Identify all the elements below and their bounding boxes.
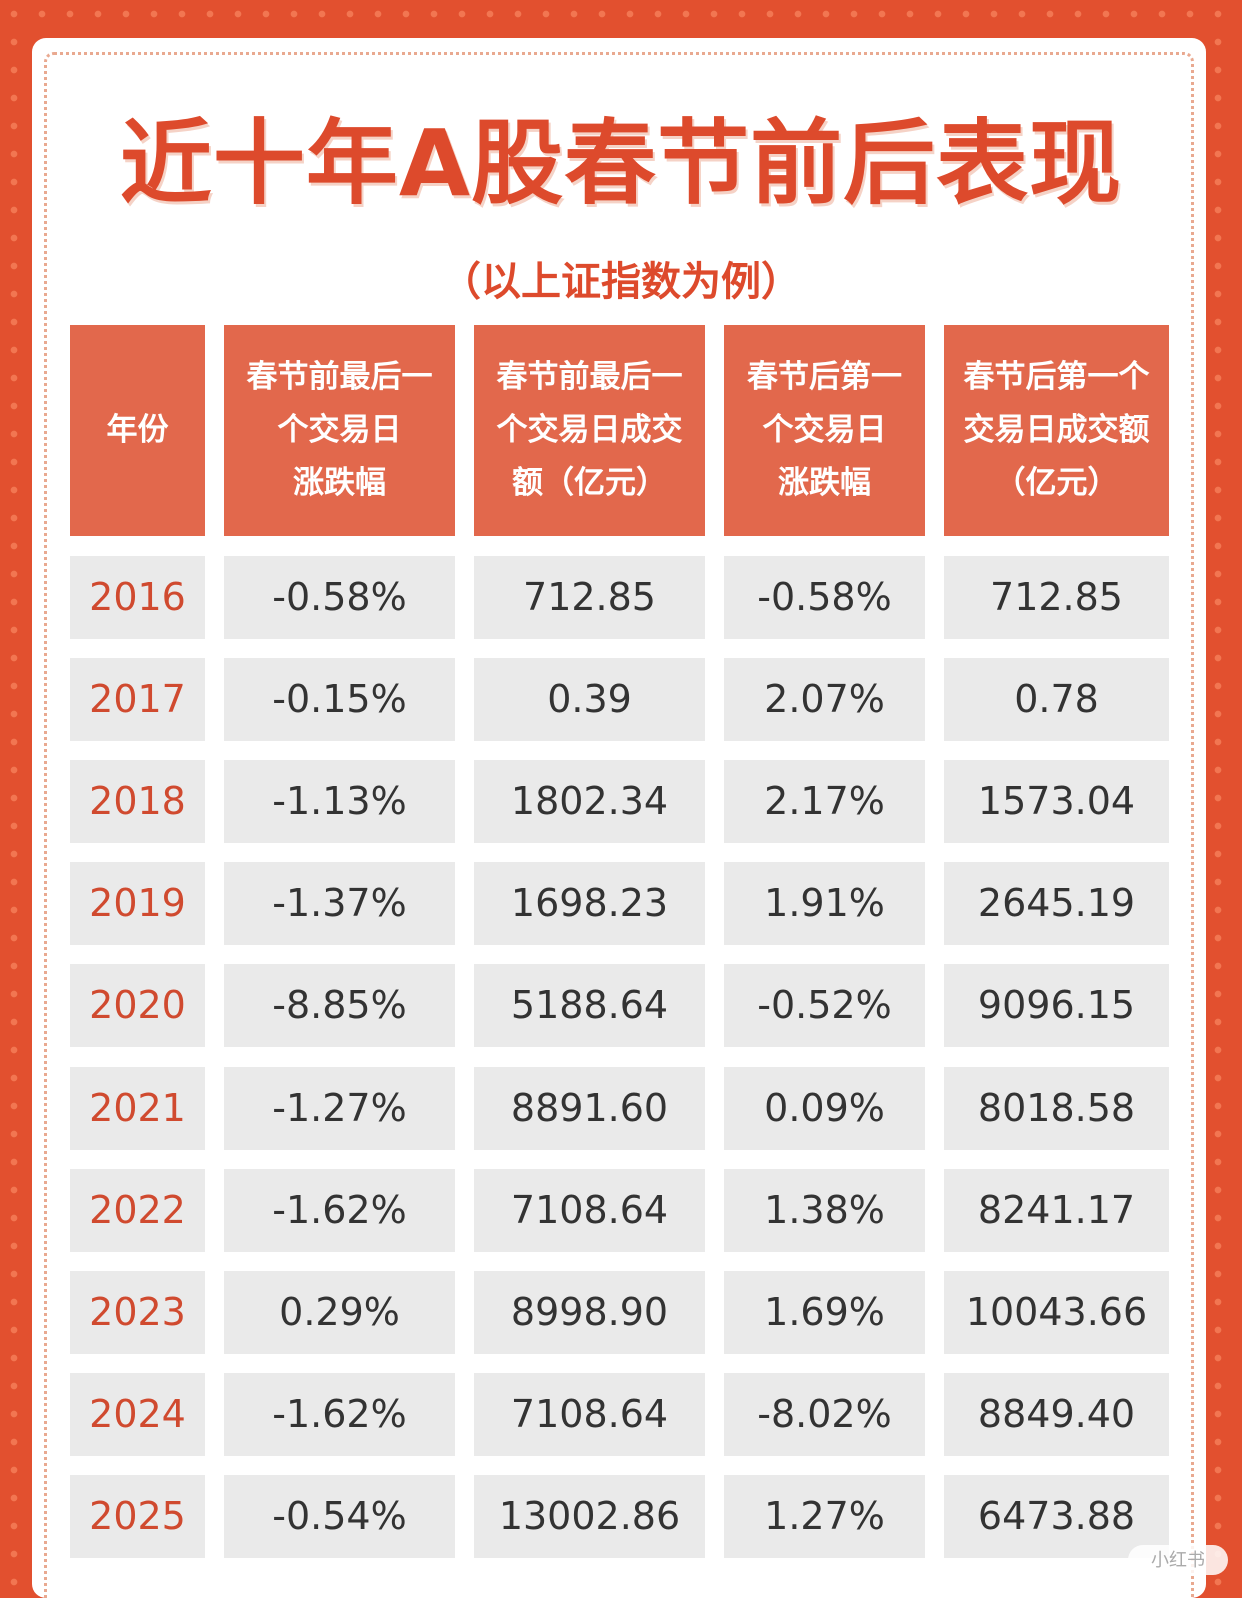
cell-year: 2017 xyxy=(70,658,205,741)
cell-pre-change: -1.27% xyxy=(224,1067,455,1150)
table-row: 2022 -1.62% 7108.64 1.38% 8241.17 xyxy=(0,1169,1242,1252)
cell-pre-change: -1.62% xyxy=(224,1169,455,1252)
cell-post-volume: 2645.19 xyxy=(944,862,1169,945)
cell-pre-volume: 7108.64 xyxy=(474,1373,705,1456)
watermark-logo: 小红书 xyxy=(1128,1545,1228,1575)
table-row: 2020 -8.85% 5188.64 -0.52% 9096.15 xyxy=(0,964,1242,1047)
cell-pre-change: -0.58% xyxy=(224,556,455,639)
table-row: 2024 -1.62% 7108.64 -8.02% 8849.40 xyxy=(0,1373,1242,1456)
header-post-change: 春节后第一 个交易日 涨跌幅 xyxy=(724,325,925,536)
cell-year: 2016 xyxy=(70,556,205,639)
cell-pre-volume: 8891.60 xyxy=(474,1067,705,1150)
cell-post-change: -0.52% xyxy=(724,964,925,1047)
cell-post-volume: 712.85 xyxy=(944,556,1169,639)
header-pre-change: 春节前最后一 个交易日 涨跌幅 xyxy=(224,325,455,536)
cell-pre-volume: 13002.86 xyxy=(474,1475,705,1558)
cell-post-volume: 9096.15 xyxy=(944,964,1169,1047)
table-row: 2019 -1.37% 1698.23 1.91% 2645.19 xyxy=(0,862,1242,945)
header-pre-volume: 春节前最后一 个交易日成交 额（亿元） xyxy=(474,325,705,536)
cell-year: 2024 xyxy=(70,1373,205,1456)
cell-post-change: 1.38% xyxy=(724,1169,925,1252)
cell-year: 2023 xyxy=(70,1271,205,1354)
cell-post-change: 1.69% xyxy=(724,1271,925,1354)
cell-pre-change: -1.62% xyxy=(224,1373,455,1456)
cell-year: 2022 xyxy=(70,1169,205,1252)
table-row: 2021 -1.27% 8891.60 0.09% 8018.58 xyxy=(0,1067,1242,1150)
cell-post-volume: 8018.58 xyxy=(944,1067,1169,1150)
cell-year: 2021 xyxy=(70,1067,205,1150)
cell-post-change: 1.27% xyxy=(724,1475,925,1558)
cell-pre-volume: 0.39 xyxy=(474,658,705,741)
cell-pre-change: -0.15% xyxy=(224,658,455,741)
cell-pre-volume: 1698.23 xyxy=(474,862,705,945)
cell-pre-volume: 1802.34 xyxy=(474,760,705,843)
table-row: 2023 0.29% 8998.90 1.69% 10043.66 xyxy=(0,1271,1242,1354)
cell-post-change: 1.91% xyxy=(724,862,925,945)
table-row: 2025 -0.54% 13002.86 1.27% 6473.88 xyxy=(0,1475,1242,1558)
page-title: 近十年A股春节前后表现 xyxy=(119,110,1123,217)
table-row: 2016 -0.58% 712.85 -0.58% 712.85 xyxy=(0,556,1242,639)
cell-post-volume: 8849.40 xyxy=(944,1373,1169,1456)
table-row: 2017 -0.15% 0.39 2.07% 0.78 xyxy=(0,658,1242,741)
cell-post-change: 2.17% xyxy=(724,760,925,843)
cell-pre-volume: 712.85 xyxy=(474,556,705,639)
cell-post-change: 2.07% xyxy=(724,658,925,741)
cell-year: 2025 xyxy=(70,1475,205,1558)
cell-pre-change: -1.13% xyxy=(224,760,455,843)
cell-post-change: -0.58% xyxy=(724,556,925,639)
cell-post-volume: 6473.88 xyxy=(944,1475,1169,1558)
header-year: 年份 xyxy=(70,325,205,536)
cell-pre-volume: 8998.90 xyxy=(474,1271,705,1354)
cell-post-volume: 8241.17 xyxy=(944,1169,1169,1252)
cell-pre-change: -8.85% xyxy=(224,964,455,1047)
cell-pre-change: 0.29% xyxy=(224,1271,455,1354)
cell-post-volume: 1573.04 xyxy=(944,760,1169,843)
cell-post-volume: 0.78 xyxy=(944,658,1169,741)
cell-year: 2020 xyxy=(70,964,205,1047)
cell-pre-volume: 7108.64 xyxy=(474,1169,705,1252)
cell-pre-volume: 5188.64 xyxy=(474,964,705,1047)
cell-year: 2018 xyxy=(70,760,205,843)
cell-pre-change: -1.37% xyxy=(224,862,455,945)
cell-post-change: 0.09% xyxy=(724,1067,925,1150)
table-row: 2018 -1.13% 1802.34 2.17% 1573.04 xyxy=(0,760,1242,843)
cell-year: 2019 xyxy=(70,862,205,945)
table-body: 2016 -0.58% 712.85 -0.58% 712.85 2017 -0.15% 0.… xyxy=(0,556,1242,1572)
cell-post-volume: 10043.66 xyxy=(944,1271,1169,1354)
header-post-volume: 春节后第一个 交易日成交额 （亿元） xyxy=(944,325,1169,536)
cell-post-change: -8.02% xyxy=(724,1373,925,1456)
cell-pre-change: -0.54% xyxy=(224,1475,455,1558)
page-subtitle: （以上证指数为例） xyxy=(441,259,801,305)
